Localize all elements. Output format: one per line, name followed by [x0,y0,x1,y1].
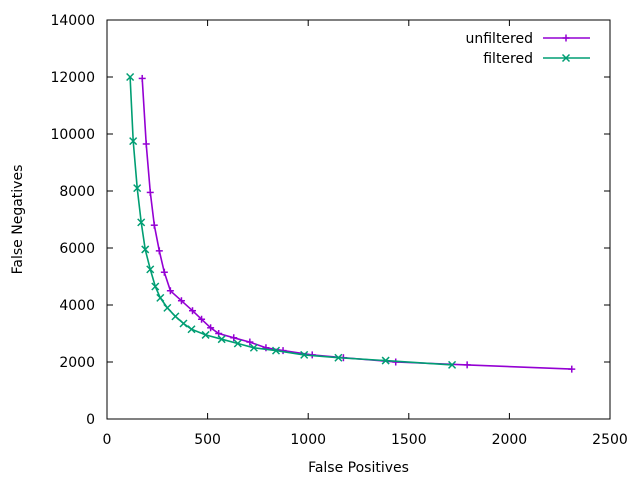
series-area [126,72,576,373]
data-point [146,188,154,196]
y-tick-label: 2000 [59,355,95,371]
y-axis-label: False Negatives [10,165,26,275]
data-point [150,221,158,229]
data-point [271,346,281,355]
data-point [448,360,457,369]
legend-marker [562,34,570,42]
data-point [126,72,135,82]
axes [106,19,611,420]
data-point [230,334,238,342]
data-point [233,339,242,348]
data-point [246,338,254,346]
legend-label: filtered [483,51,533,67]
legend-item-filtered: filtered [483,51,590,67]
x-axis-label: False Positives [308,460,409,476]
legend: unfiltered filtered [465,31,590,67]
data-point [146,265,155,274]
x-tick-label: 2500 [592,432,628,448]
data-point [177,297,185,305]
data-point [217,335,226,344]
y-tick-label: 10000 [50,127,95,143]
x-axis-ticks: 0 500 1000 1500 2000 2500 [103,20,628,448]
data-point [156,293,165,302]
data-point [207,324,215,332]
data-point [155,247,163,255]
data-point [334,353,343,362]
x-tick-label: 1000 [290,432,326,448]
data-point [179,319,188,328]
legend-marker [561,53,571,63]
y-tick-label: 4000 [59,298,95,314]
data-point [189,307,197,315]
data-point [133,184,142,193]
data-point [166,287,174,295]
data-point [151,282,160,291]
plot-frame [106,19,611,420]
x-tick-label: 0 [103,432,112,448]
data-point [171,312,180,321]
series-filtered [126,72,457,369]
data-point [568,365,576,373]
y-tick-label: 0 [86,412,95,428]
y-tick-label: 12000 [50,70,95,86]
data-point [141,245,150,254]
y-tick-label: 8000 [59,184,95,200]
data-point [142,140,150,148]
data-point [201,330,210,339]
data-point [198,315,206,323]
y-tick-label: 6000 [59,241,95,257]
data-point [137,218,146,227]
data-point [187,325,196,334]
x-tick-label: 1500 [391,432,427,448]
data-point [129,137,138,146]
data-point [138,74,146,82]
x-tick-label: 500 [194,432,221,448]
data-point [300,350,309,359]
legend-label: unfiltered [465,31,533,47]
y-axis-ticks: 0 2000 4000 6000 8000 10000 12000 14000 [50,13,610,428]
x-tick-label: 2000 [492,432,528,448]
y-tick-label: 14000 [50,13,95,29]
data-point [163,303,172,312]
data-point [381,356,390,365]
data-point [463,361,471,369]
legend-item-unfiltered: unfiltered [465,31,590,47]
data-point [249,343,258,352]
data-point [160,268,168,276]
